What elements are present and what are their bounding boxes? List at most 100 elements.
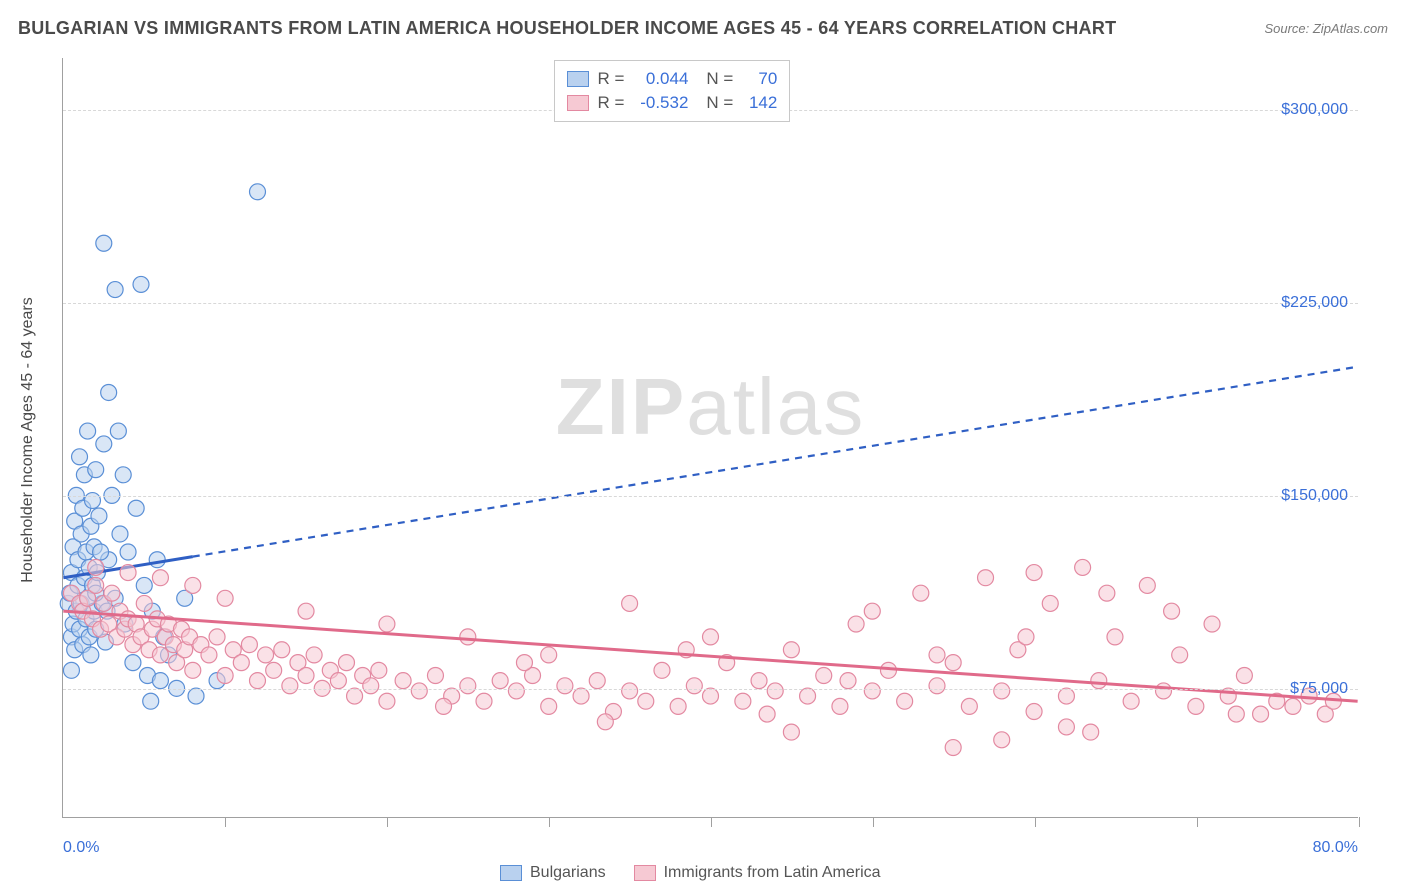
data-point [1058, 719, 1074, 735]
data-point [622, 595, 638, 611]
y-tick-label: $75,000 [1290, 680, 1348, 698]
data-point [379, 616, 395, 632]
data-point [638, 693, 654, 709]
data-point [84, 493, 100, 509]
data-point [994, 732, 1010, 748]
data-point [115, 467, 131, 483]
data-point [670, 698, 686, 714]
data-point [767, 683, 783, 699]
data-point [93, 544, 109, 560]
data-point [508, 683, 524, 699]
data-point [800, 688, 816, 704]
data-point [1018, 629, 1034, 645]
data-point [541, 698, 557, 714]
legend-item: Bulgarians [500, 864, 606, 882]
data-point [994, 683, 1010, 699]
data-point [1253, 706, 1269, 722]
data-point [298, 668, 314, 684]
data-point [136, 577, 152, 593]
data-point [107, 282, 123, 298]
data-point [112, 526, 128, 542]
data-point [1091, 673, 1107, 689]
data-point [945, 740, 961, 756]
data-point [136, 595, 152, 611]
data-point [371, 662, 387, 678]
data-point [476, 693, 492, 709]
data-point [751, 673, 767, 689]
x-tick [1197, 817, 1198, 827]
data-point [330, 673, 346, 689]
data-point [298, 603, 314, 619]
data-point [1058, 688, 1074, 704]
data-point [1204, 616, 1220, 632]
data-point [185, 577, 201, 593]
data-point [88, 577, 104, 593]
data-point [913, 585, 929, 601]
data-point [492, 673, 508, 689]
data-point [152, 673, 168, 689]
stats-r-value: 0.044 [632, 67, 688, 91]
x-tick [549, 817, 550, 827]
data-point [686, 678, 702, 694]
data-point [735, 693, 751, 709]
regression-line-extrapolated [193, 367, 1358, 557]
stats-box: R =0.044N =70R =-0.532N =142 [554, 60, 790, 122]
gridline [63, 303, 1358, 304]
data-point [217, 668, 233, 684]
y-tick-label: $150,000 [1281, 487, 1348, 505]
x-tick [1359, 817, 1360, 827]
data-point [816, 668, 832, 684]
x-max-label: 80.0% [1313, 839, 1358, 857]
y-axis-label: Householder Income Ages 45 - 64 years [19, 297, 37, 583]
data-point [783, 642, 799, 658]
stats-row: R =0.044N =70 [567, 67, 777, 91]
data-point [411, 683, 427, 699]
data-point [258, 647, 274, 663]
data-point [152, 647, 168, 663]
bottom-legend: Bulgarians Immigrants from Latin America [500, 864, 881, 882]
data-point [1164, 603, 1180, 619]
data-point [152, 570, 168, 586]
x-tick [387, 817, 388, 827]
data-point [149, 552, 165, 568]
title-bar: BULGARIAN VS IMMIGRANTS FROM LATIN AMERI… [18, 18, 1388, 39]
stats-n-label: N = [706, 91, 733, 115]
data-point [1123, 693, 1139, 709]
stats-r-value: -0.532 [632, 91, 688, 115]
x-tick [711, 817, 712, 827]
data-point [929, 678, 945, 694]
data-point [241, 637, 257, 653]
data-point [101, 384, 117, 400]
gridline [63, 689, 1358, 690]
data-point [832, 698, 848, 714]
data-point [120, 544, 136, 560]
data-point [185, 662, 201, 678]
y-tick-label: $300,000 [1281, 101, 1348, 119]
data-point [83, 647, 99, 663]
gridline [63, 496, 1358, 497]
data-point [125, 655, 141, 671]
data-point [945, 655, 961, 671]
legend-swatch [634, 865, 656, 881]
data-point [1188, 698, 1204, 714]
x-tick [225, 817, 226, 827]
data-point [1026, 565, 1042, 581]
y-tick-label: $225,000 [1281, 294, 1348, 312]
data-point [96, 235, 112, 251]
data-point [128, 500, 144, 516]
data-point [460, 629, 476, 645]
data-point [978, 570, 994, 586]
data-point [250, 184, 266, 200]
data-point [783, 724, 799, 740]
data-point [338, 655, 354, 671]
data-point [347, 688, 363, 704]
data-point [72, 449, 88, 465]
data-point [1099, 585, 1115, 601]
data-point [133, 276, 149, 292]
legend-label: Immigrants from Latin America [664, 864, 881, 882]
data-point [120, 565, 136, 581]
data-point [306, 647, 322, 663]
data-point [80, 423, 96, 439]
data-point [88, 462, 104, 478]
data-point [1107, 629, 1123, 645]
